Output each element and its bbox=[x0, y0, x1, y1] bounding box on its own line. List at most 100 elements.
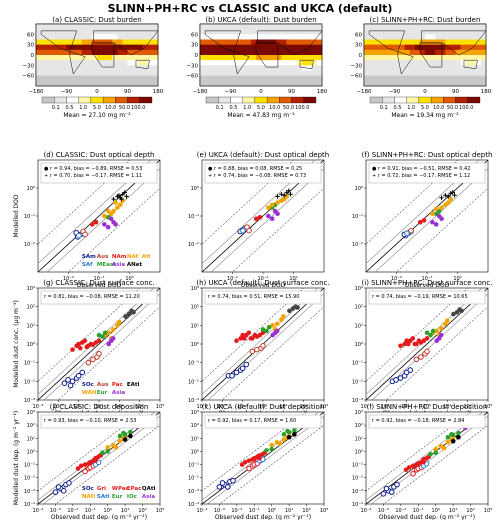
map-cell bbox=[455, 39, 461, 45]
data-point bbox=[410, 463, 416, 469]
map-cell bbox=[122, 65, 128, 71]
stats-box: ● r = 0.91, bias = −0.51, RMSE = 0.42+ r… bbox=[368, 162, 486, 184]
map-cell bbox=[384, 65, 390, 71]
legend-label: SOc bbox=[82, 382, 94, 388]
map-cell bbox=[291, 55, 297, 61]
colorbar-tick: 10.0 bbox=[105, 105, 116, 111]
map-cell bbox=[210, 49, 216, 56]
map-cell bbox=[107, 49, 113, 56]
map-cell bbox=[281, 24, 287, 30]
map-cell bbox=[399, 70, 405, 76]
map-cell bbox=[409, 29, 416, 35]
data-point bbox=[428, 452, 433, 457]
y-tick-label: 10⁻² bbox=[352, 476, 363, 482]
map-cell bbox=[81, 49, 88, 56]
map-cell bbox=[235, 80, 241, 87]
map-cell bbox=[475, 80, 482, 87]
data-point bbox=[216, 484, 223, 490]
x-tick-label: 10⁻¹ bbox=[413, 508, 424, 514]
map-cell bbox=[142, 44, 149, 51]
map-cell bbox=[364, 39, 370, 45]
map-cell bbox=[86, 44, 93, 51]
map-cell bbox=[117, 80, 123, 87]
map-cell bbox=[250, 55, 257, 61]
colorbar-segment bbox=[90, 96, 104, 104]
map-cell bbox=[316, 55, 323, 61]
map-cell bbox=[450, 24, 456, 30]
map-cell bbox=[301, 65, 308, 71]
map-cell bbox=[435, 60, 441, 66]
panel-title: (j) CLASSIC: Dust deposition bbox=[50, 403, 149, 411]
stats-frame bbox=[368, 162, 486, 184]
map-cell bbox=[102, 24, 108, 30]
map-cell bbox=[480, 24, 487, 30]
legend-label: Asia bbox=[112, 262, 125, 268]
map-cell bbox=[152, 75, 159, 82]
map-cell bbox=[465, 39, 472, 45]
map-cell bbox=[215, 60, 221, 66]
stats-frame bbox=[40, 162, 158, 184]
map-cell bbox=[460, 70, 466, 76]
x-tick-label: 10² bbox=[466, 508, 474, 514]
map-cell bbox=[112, 29, 118, 35]
map-cell bbox=[311, 24, 318, 30]
data-point bbox=[430, 219, 435, 225]
map-cell bbox=[41, 29, 47, 35]
y-tick-label: 10⁻¹ bbox=[188, 361, 199, 367]
map-cell bbox=[404, 24, 411, 30]
x-tick-label: 10² bbox=[463, 404, 471, 410]
map-cell bbox=[142, 29, 149, 35]
map-cell bbox=[306, 80, 313, 87]
map-cell bbox=[117, 29, 123, 35]
map-cell bbox=[36, 60, 42, 66]
map-cell bbox=[76, 75, 83, 82]
map-cell bbox=[414, 55, 421, 61]
map-cell bbox=[137, 55, 144, 61]
map-cell bbox=[132, 80, 138, 87]
map-cell bbox=[142, 24, 149, 30]
map-cell bbox=[261, 65, 267, 71]
map-cell bbox=[389, 34, 395, 40]
map-cell bbox=[419, 55, 426, 61]
map-cell bbox=[430, 60, 436, 66]
map-cell bbox=[306, 29, 313, 35]
legend-label: Atl bbox=[142, 254, 151, 260]
y-tick-label: 10⁻¹ bbox=[24, 463, 35, 469]
map-xtick: −180 bbox=[192, 89, 208, 95]
x-tick-label: 10³ bbox=[156, 508, 164, 514]
x-tick-label: 10⁻¹ bbox=[93, 276, 104, 282]
map-cell bbox=[97, 34, 103, 40]
colorbar-segment bbox=[406, 96, 420, 104]
map-cell bbox=[66, 24, 72, 30]
map-cell bbox=[296, 70, 302, 76]
map-cell bbox=[220, 75, 226, 82]
map-cell bbox=[276, 70, 282, 76]
map-cell bbox=[255, 34, 262, 40]
map-cell bbox=[225, 65, 231, 71]
map-cell bbox=[66, 49, 72, 56]
scatter-panel: (j) CLASSIC: Dust deposition 10⁻⁴ 10⁻³ 10⁻²… bbox=[13, 403, 164, 520]
map-cell bbox=[102, 55, 108, 61]
map-cell bbox=[245, 29, 252, 35]
map-cell bbox=[271, 49, 277, 56]
colorbar-tick: 0.1 bbox=[52, 105, 60, 111]
map-cell bbox=[245, 44, 252, 51]
map-xtick: 180 bbox=[317, 89, 328, 95]
map-cell bbox=[296, 80, 302, 87]
map-cell bbox=[465, 34, 472, 40]
map-mean-label: Mean = 27.10 mg m⁻² bbox=[63, 112, 131, 119]
map-cell bbox=[97, 49, 103, 56]
map-cell bbox=[404, 60, 411, 66]
map-cell bbox=[255, 70, 262, 76]
map-cell bbox=[91, 80, 98, 87]
map-cell bbox=[394, 75, 400, 82]
map-cell bbox=[81, 29, 88, 35]
map-cell bbox=[374, 70, 380, 76]
map-cell bbox=[374, 75, 380, 82]
colorbar-segment bbox=[394, 96, 407, 104]
map-cell bbox=[240, 39, 247, 45]
map-cell bbox=[480, 29, 487, 35]
map-cell bbox=[271, 39, 277, 45]
data-point bbox=[105, 208, 111, 214]
map-cell bbox=[210, 29, 216, 35]
